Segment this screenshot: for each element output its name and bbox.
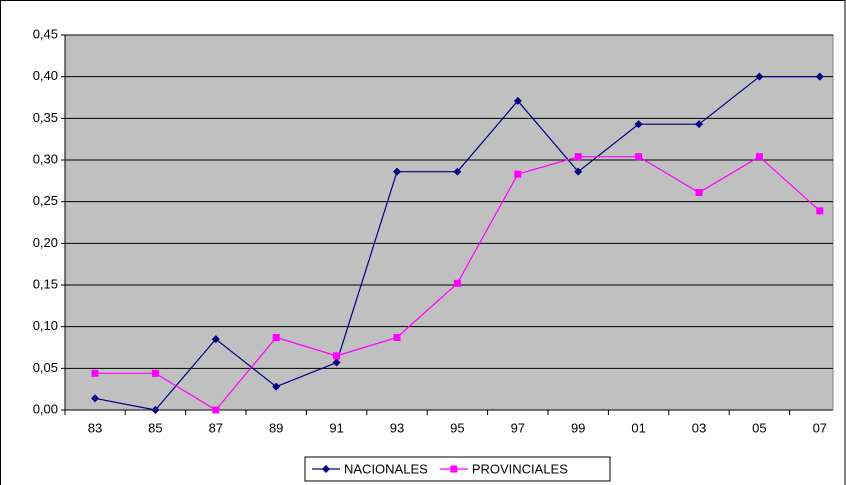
marker [634,120,643,129]
marker [815,72,824,81]
legend-label: PROVINCIALES [472,461,568,476]
y-tick-label: 0,25 [33,193,58,208]
x-tick-label: 83 [88,420,102,435]
marker [574,167,583,176]
marker [816,207,824,215]
x-tick-label: 89 [269,420,283,435]
x-tick-label: 93 [390,420,404,435]
marker [514,170,522,178]
marker [695,120,703,129]
marker [333,352,341,360]
marker [91,369,99,377]
x-tick-label: 95 [450,420,464,435]
y-tick-label: 0,40 [33,68,58,83]
x-tick-label: 99 [571,420,585,435]
marker [755,72,764,81]
y-tick-label: 0,35 [33,110,58,125]
plot-area [64,34,834,411]
marker [450,465,458,473]
marker [211,335,220,344]
marker [151,406,160,414]
legend-label: NACIONALES [344,461,428,476]
y-tick-label: 0,30 [33,151,58,166]
y-tick-label: 0,05 [33,360,58,375]
x-tick-label: 03 [692,420,706,435]
marker [453,167,462,176]
marker [322,465,330,473]
x-tick-label: 05 [752,420,766,435]
legend: NACIONALES PROVINCIALES [304,456,611,482]
x-tick-label: 87 [209,420,223,435]
marker [332,358,341,367]
marker [272,334,280,341]
y-tick-label: 0,20 [33,235,58,250]
x-tick-label: 91 [329,420,343,435]
y-tick-label: 0,45 [33,26,58,41]
x-tick-label: 07 [813,420,827,435]
marker [393,167,401,176]
y-tick-label: 0,15 [33,276,58,291]
marker [695,189,703,196]
y-tick-label: 0,00 [33,401,58,416]
x-tick-label: 01 [631,420,645,435]
marker [755,153,763,161]
x-tick-label: 85 [148,420,162,435]
marker [151,369,159,377]
x-tick-label: 97 [511,420,525,435]
marker [91,394,99,403]
marker [574,153,582,161]
marker [212,406,220,414]
marker [513,96,522,105]
marker [272,382,281,391]
marker [635,153,643,161]
y-tick-label: 0,10 [33,318,58,333]
marker [453,279,461,287]
marker [393,334,401,341]
